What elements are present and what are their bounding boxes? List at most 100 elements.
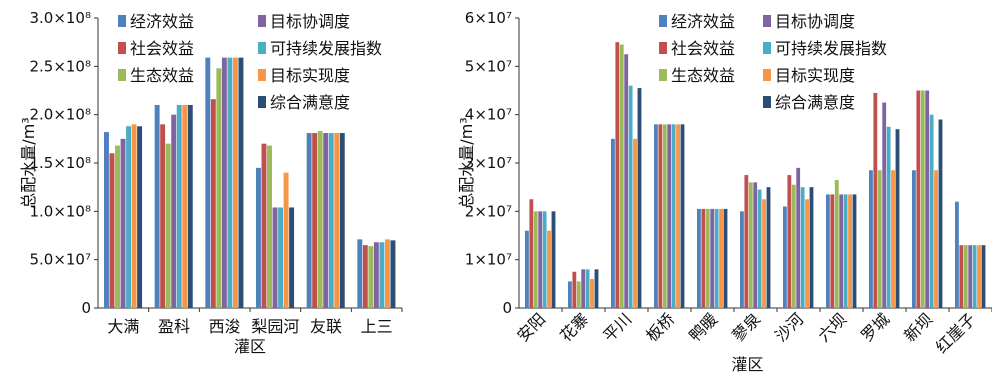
- bar-综合满意度: [238, 57, 244, 309]
- bar-经济效益: [205, 57, 211, 309]
- legend-label: 经济效益: [130, 12, 194, 31]
- bar-目标实现度: [547, 230, 551, 308]
- bar-经济效益: [357, 239, 363, 308]
- bar-目标协调度: [221, 57, 227, 309]
- bar-经济效益: [525, 230, 529, 308]
- category-label: 板桥: [642, 309, 678, 345]
- legend-label: 可持续发展指数: [775, 39, 887, 58]
- y-tick-label: 3×10⁷: [465, 154, 512, 172]
- bar-综合满意度: [981, 245, 986, 308]
- legend-label: 目标协调度: [775, 12, 855, 31]
- bar-经济效益: [740, 211, 744, 308]
- bar-可持续发展指数: [278, 207, 284, 308]
- bar-可持续发展指数: [843, 194, 848, 308]
- bar-生态效益: [317, 131, 323, 308]
- legend-swatch: [659, 15, 667, 27]
- bar-目标实现度: [977, 245, 981, 308]
- bar-综合满意度: [938, 119, 943, 308]
- category-label: 花寨: [556, 309, 592, 345]
- legend-label: 目标实现度: [775, 66, 855, 85]
- bar-目标实现度: [334, 133, 340, 308]
- bar-可持续发展指数: [800, 187, 805, 308]
- chart1: 0 5.0×10⁷ 1.0×10⁸ 1.5×10⁸ 2.0×10⁸ 2.5×10⁸ 3.0×…: [19, 9, 403, 356]
- legend-swatch: [258, 69, 266, 81]
- bar-生态效益: [533, 211, 538, 308]
- category-label: 蓼泉: [728, 309, 764, 345]
- bar-经济效益: [783, 206, 787, 308]
- bar-经济效益: [306, 133, 312, 308]
- category-label: 红崖子: [932, 309, 979, 356]
- bar-目标协调度: [839, 194, 844, 308]
- y-tick-label: 5.0×10⁷: [29, 251, 91, 269]
- legend-swatch: [258, 42, 266, 54]
- bar-目标协调度: [373, 242, 379, 308]
- legend-swatch: [763, 69, 771, 81]
- legend-label: 可持续发展指数: [270, 39, 382, 58]
- bar-目标协调度: [272, 207, 278, 308]
- bar-可持续发展指数: [972, 245, 977, 308]
- bar-综合满意度: [289, 207, 295, 308]
- bar-生态效益: [368, 246, 374, 308]
- bar-目标实现度: [182, 105, 188, 308]
- bar-经济效益: [568, 281, 572, 308]
- bar-目标实现度: [891, 170, 895, 308]
- bar-目标协调度: [538, 211, 543, 308]
- bar-综合满意度: [551, 211, 556, 308]
- y-tick-label: 0: [81, 299, 91, 317]
- bar-可持续发展指数: [929, 114, 934, 309]
- bar-目标实现度: [232, 57, 238, 309]
- category-label: 梨园河: [251, 317, 299, 336]
- category-label: 大满: [107, 317, 139, 336]
- bar-生态效益: [791, 184, 796, 308]
- legend-label: 目标实现度: [270, 66, 350, 85]
- bar-社会效益: [261, 143, 267, 308]
- bar-社会效益: [916, 90, 921, 308]
- bar-生态效益: [877, 170, 882, 308]
- category-label: 友联: [310, 317, 342, 336]
- bar-综合满意度: [390, 240, 396, 308]
- bar-综合满意度: [723, 208, 728, 308]
- bar-综合满意度: [852, 194, 857, 308]
- bar-可持续发展指数: [671, 124, 676, 308]
- bar-目标实现度: [633, 138, 637, 308]
- legend-label: 社会效益: [671, 39, 735, 58]
- y-tick-label: 5×10⁷: [465, 57, 512, 75]
- bar-目标实现度: [676, 124, 680, 308]
- legend-swatch: [763, 96, 771, 108]
- bar-目标协调度: [171, 114, 177, 309]
- bar-社会效益: [210, 99, 216, 308]
- bar-社会效益: [160, 124, 166, 308]
- legend-swatch: [659, 42, 667, 54]
- legend-swatch: [659, 69, 667, 81]
- legend-label: 社会效益: [130, 39, 194, 58]
- bar-社会效益: [744, 175, 749, 308]
- y-tick-label: 3.0×10⁸: [29, 9, 91, 27]
- bar-目标协调度: [710, 208, 715, 308]
- bar-目标实现度: [848, 194, 852, 308]
- bar-生态效益: [619, 44, 624, 308]
- y-axis-label: 总配水量/m³: [457, 117, 476, 208]
- legend-swatch: [258, 15, 266, 27]
- bar-目标实现度: [384, 239, 390, 308]
- legend-label: 目标协调度: [270, 12, 350, 31]
- bar-综合满意度: [187, 105, 193, 308]
- legend-swatch: [763, 15, 771, 27]
- bar-可持续发展指数: [714, 208, 719, 308]
- legend-label: 经济效益: [671, 12, 735, 31]
- category-label: 罗城: [857, 309, 893, 345]
- bar-社会效益: [529, 199, 534, 308]
- bar-生态效益: [748, 182, 753, 308]
- x-axis-label: 灌区: [234, 337, 266, 356]
- category-label: 西浚: [209, 317, 241, 336]
- category-label: 盈科: [158, 317, 190, 336]
- bar-社会效益: [615, 42, 620, 309]
- legend-swatch: [763, 42, 771, 54]
- bar-目标实现度: [934, 170, 938, 308]
- bar-社会效益: [959, 245, 964, 308]
- bar-可持续发展指数: [542, 211, 547, 308]
- y-tick-label: 2.0×10⁸: [29, 106, 91, 124]
- category-label: 沙河: [771, 309, 807, 345]
- bar-生态效益: [963, 245, 968, 308]
